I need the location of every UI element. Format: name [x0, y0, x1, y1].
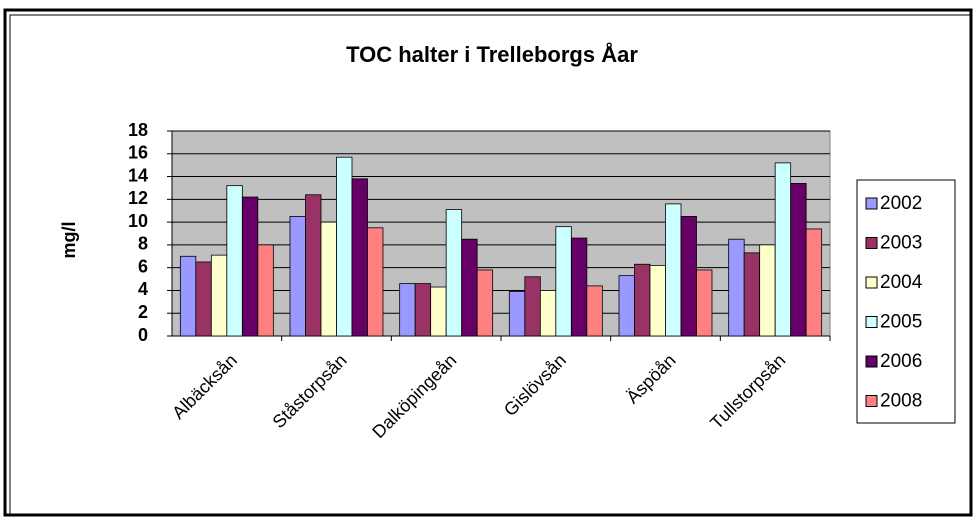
- bar: [743, 252, 761, 337]
- bar: [586, 285, 603, 337]
- y-axis-label: mg/l: [59, 221, 79, 258]
- bar: [696, 269, 713, 337]
- bar: [289, 216, 306, 337]
- bar: [805, 228, 823, 337]
- bar: [226, 185, 243, 337]
- bar: [665, 203, 682, 337]
- bar: [210, 254, 228, 337]
- bar: [414, 283, 432, 337]
- y-tick-label: 14: [128, 165, 148, 185]
- bar: [759, 244, 776, 337]
- y-tick-label: 16: [128, 143, 148, 163]
- bar: [320, 221, 337, 337]
- y-tick-label: 18: [128, 120, 148, 140]
- y-tick-label: 2: [138, 302, 148, 322]
- bar: [476, 269, 494, 337]
- legend-swatch: [865, 197, 878, 210]
- legend-swatch: [865, 276, 878, 289]
- legend-label: 2003: [880, 233, 922, 254]
- chart-frame-inner: [9, 14, 972, 516]
- bar: [445, 209, 463, 337]
- legend-swatch: [865, 395, 878, 407]
- legend-label: 2002: [880, 193, 922, 214]
- bar: [179, 255, 197, 337]
- chart-title: TOC halter i Trelleborgs Åar: [346, 41, 638, 67]
- bar: [305, 194, 322, 337]
- bar: [461, 238, 478, 337]
- bar: [399, 283, 416, 337]
- bar: [634, 263, 651, 337]
- bar: [570, 237, 588, 337]
- bar: [241, 196, 259, 337]
- bar: [539, 290, 557, 337]
- legend-label: 2006: [880, 351, 922, 372]
- bar: [257, 244, 274, 337]
- legend-label: 2008: [880, 391, 922, 412]
- y-tick-label: 4: [138, 279, 148, 299]
- bar: [774, 162, 792, 337]
- plot-area: [171, 130, 831, 337]
- bar: [367, 227, 384, 337]
- legend-swatch: [865, 237, 878, 249]
- bar: [524, 276, 541, 337]
- legend-swatch: [865, 355, 878, 368]
- legend-label: 2005: [880, 312, 922, 333]
- y-tick-label: 6: [138, 256, 148, 276]
- legend-box: [856, 179, 956, 424]
- bar: [351, 178, 368, 337]
- bar: [790, 182, 807, 337]
- y-tick-label: 8: [138, 234, 148, 254]
- bar: [195, 261, 212, 337]
- bar: [555, 226, 572, 337]
- legend-swatch: [865, 316, 878, 328]
- y-tick-label: 12: [128, 188, 148, 208]
- bar: [508, 291, 526, 337]
- y-tick-label: 0: [138, 325, 148, 345]
- legend-label: 2004: [880, 272, 923, 293]
- bar: [430, 286, 447, 337]
- bar: [336, 156, 353, 337]
- bar: [728, 238, 745, 337]
- bar: [618, 275, 635, 337]
- bar: [680, 216, 697, 337]
- bar: [649, 264, 666, 337]
- y-tick-label: 10: [128, 211, 148, 231]
